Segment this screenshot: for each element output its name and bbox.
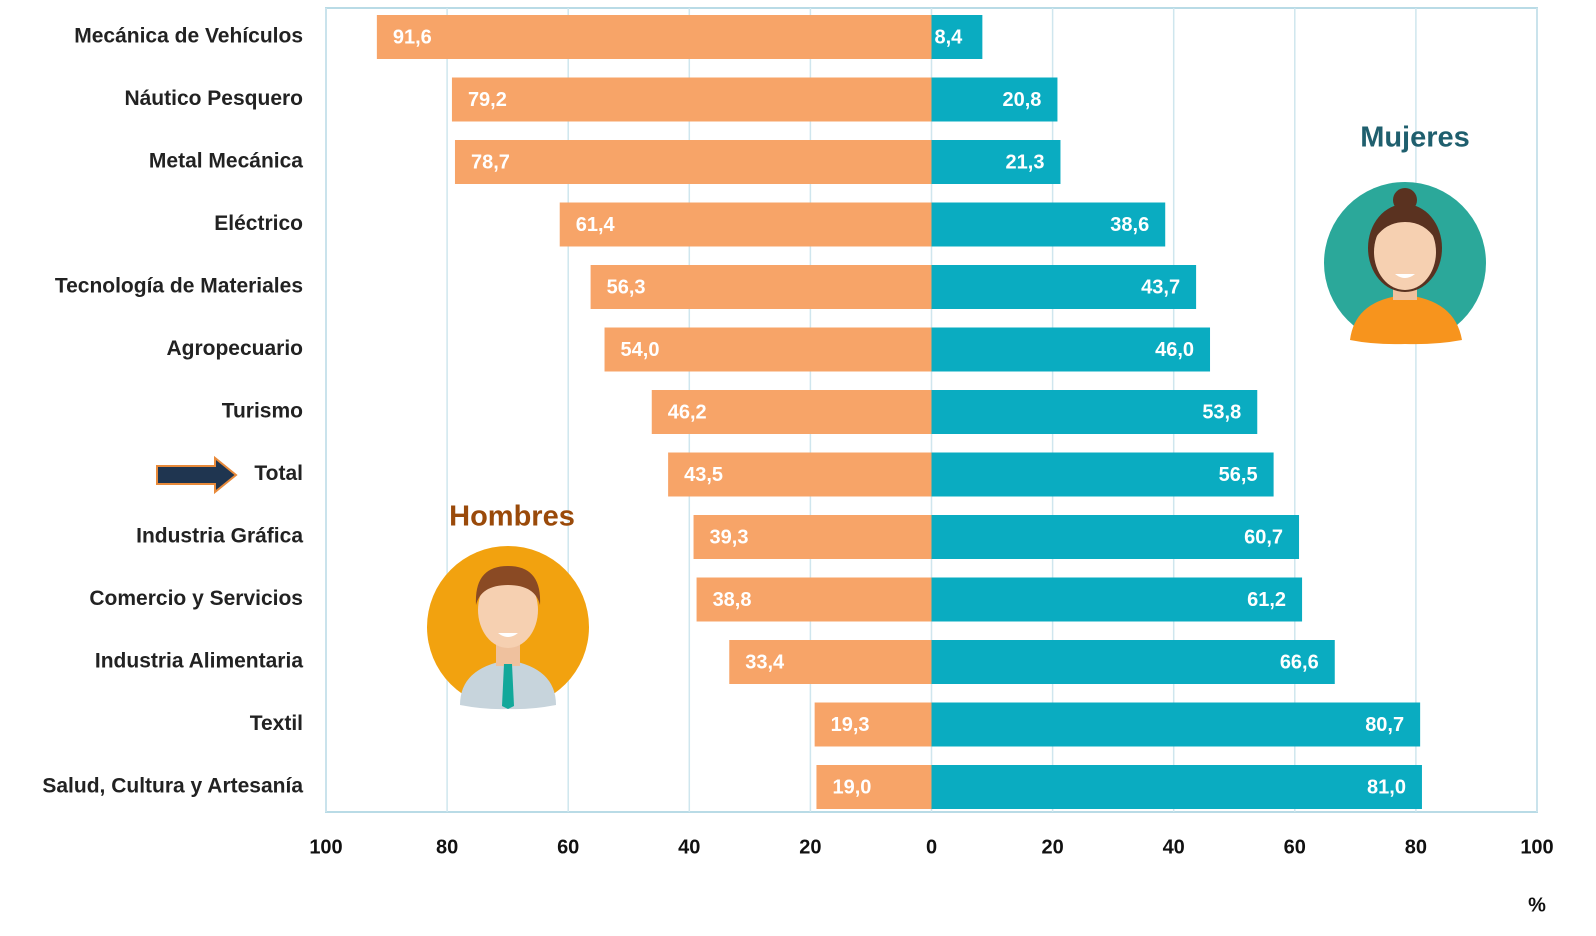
value-label: 78,7 — [471, 151, 510, 173]
value-label: 56,3 — [607, 276, 646, 298]
bar — [931, 640, 1335, 684]
bar — [604, 327, 932, 372]
x-tick-label: 60 — [557, 836, 579, 858]
x-tick-label: 60 — [1284, 836, 1306, 858]
y-tick-label: Agropecuario — [166, 337, 303, 360]
value-label: 19,3 — [831, 714, 870, 736]
value-label: 60,7 — [1244, 526, 1283, 548]
value-label: 38,8 — [713, 589, 752, 611]
bar — [454, 140, 932, 184]
y-tick-label: Eléctrico — [214, 212, 303, 235]
x-tick-label: 80 — [436, 836, 458, 858]
bar — [559, 202, 932, 247]
x-tick-label: 80 — [1405, 836, 1427, 858]
bar — [931, 515, 1300, 559]
total-arrow — [156, 455, 238, 495]
value-label: 21,3 — [1006, 151, 1045, 173]
x-tick-label: 20 — [799, 836, 821, 858]
y-tick-label: Náutico Pesquero — [124, 87, 303, 110]
x-tick-label: 100 — [309, 836, 342, 858]
y-tick-label: Turismo — [222, 400, 303, 423]
bar — [931, 202, 1166, 247]
bar — [931, 140, 1061, 184]
value-label: 43,5 — [684, 464, 723, 486]
y-tick-label: Mecánica de Vehículos — [74, 25, 303, 48]
woman-avatar — [1324, 182, 1486, 345]
value-label: 91,6 — [393, 26, 432, 48]
value-label: 61,4 — [576, 214, 616, 236]
value-label: 46,2 — [668, 401, 707, 423]
value-label: 54,0 — [621, 339, 660, 361]
bar — [651, 390, 932, 434]
legend-label: Hombres — [449, 501, 575, 533]
value-label: 46,0 — [1155, 339, 1194, 361]
x-tick-label: 40 — [1163, 836, 1185, 858]
x-tick-label: 0 — [926, 836, 937, 858]
bar — [451, 77, 932, 122]
bars — [376, 15, 1422, 809]
y-tick-label: Tecnología de Materiales — [55, 275, 303, 298]
value-label: 33,4 — [745, 651, 785, 673]
bar — [931, 327, 1211, 372]
x-tick-label: 20 — [1041, 836, 1063, 858]
value-label: 80,7 — [1365, 714, 1404, 736]
value-label: 81,0 — [1367, 776, 1406, 798]
value-label: 38,6 — [1110, 214, 1149, 236]
y-tick-label: Industria Alimentaria — [95, 650, 303, 673]
legend-label: Mujeres — [1360, 122, 1470, 154]
y-tick-label: Industria Gráfica — [136, 525, 303, 548]
y-tick-label: Comercio y Servicios — [89, 587, 303, 610]
value-label: 19,0 — [832, 776, 871, 798]
y-tick-label: Textil — [250, 712, 303, 735]
value-label: 66,6 — [1280, 651, 1319, 673]
value-label: 43,7 — [1141, 276, 1180, 298]
y-tick-label: Total — [254, 462, 303, 485]
bar — [590, 265, 932, 309]
bar — [816, 765, 932, 809]
x-tick-label: 40 — [678, 836, 700, 858]
x-tick-label: 100 — [1520, 836, 1553, 858]
man-avatar — [427, 546, 589, 710]
value-label: 8,4 — [935, 26, 964, 48]
bar — [931, 265, 1197, 309]
value-label: 39,3 — [710, 526, 749, 548]
bar — [696, 577, 932, 622]
y-tick-label: Metal Mecánica — [149, 150, 303, 173]
bar — [931, 577, 1303, 622]
bar — [931, 452, 1274, 497]
bar — [931, 390, 1258, 434]
value-label: 79,2 — [468, 89, 507, 111]
bar — [931, 702, 1421, 747]
value-label: 20,8 — [1003, 89, 1042, 111]
value-label: 56,5 — [1219, 464, 1258, 486]
bar — [931, 15, 983, 59]
bar — [931, 77, 1058, 122]
value-label: 53,8 — [1202, 401, 1241, 423]
bar — [729, 640, 932, 684]
bar — [376, 15, 932, 59]
bar — [693, 515, 932, 559]
value-label: 61,2 — [1247, 589, 1286, 611]
bar — [931, 765, 1422, 809]
x-axis-label: % — [1528, 894, 1546, 916]
bar — [668, 452, 932, 497]
y-tick-label: Salud, Cultura y Artesanía — [42, 775, 303, 798]
bar — [814, 702, 932, 747]
